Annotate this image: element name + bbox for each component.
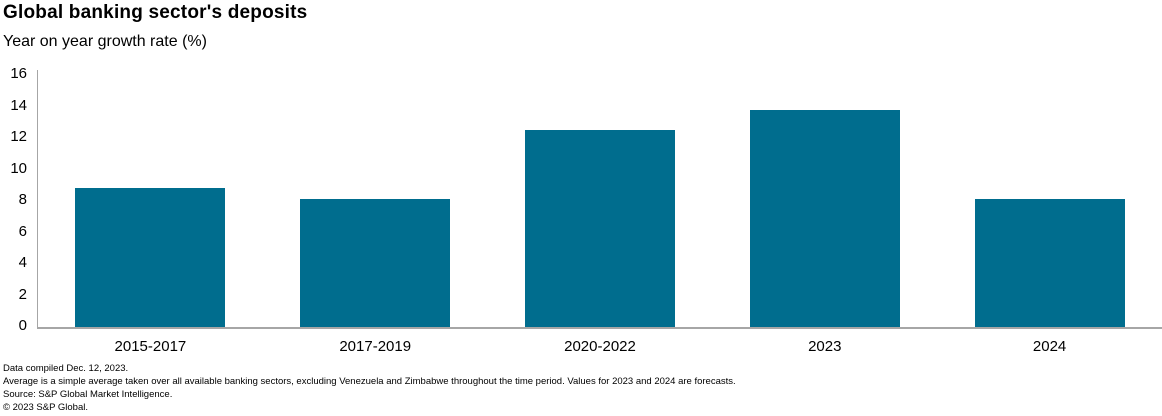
x-axis-line — [37, 327, 1162, 329]
bar-2023 — [749, 110, 900, 327]
y-tick-label: 0 — [18, 317, 27, 334]
y-tick-label: 16 — [10, 65, 27, 82]
chart-title: Global banking sector's deposits — [3, 2, 308, 23]
chart-subtitle: Year on year growth rate (%) — [3, 33, 207, 50]
y-tick-label: 6 — [18, 222, 27, 240]
y-tick-label: 14 — [10, 96, 27, 114]
x-category-label: 2015-2017 — [114, 338, 187, 355]
bar-2015-2017 — [75, 188, 226, 327]
bar-2017-2019 — [300, 199, 451, 327]
y-tick-label: 10 — [10, 159, 27, 177]
y-tick-label: 12 — [10, 128, 27, 145]
x-category-label: 2020-2022 — [564, 338, 636, 355]
x-category-label: 2023 — [808, 338, 842, 355]
y-tick-label: 8 — [18, 191, 27, 208]
x-category-label: 2017-2019 — [339, 338, 412, 355]
footnote-line: Source: S&P Global Market Intelligence. — [3, 389, 173, 400]
footnotes: Data compiled Dec. 12, 2023. Average is a… — [3, 362, 736, 414]
y-tick-label: 2 — [18, 285, 27, 303]
x-category-label: 2024 — [1032, 338, 1067, 355]
footnote-line: Data compiled Dec. 12, 2023. — [3, 363, 129, 374]
bar-2024 — [974, 199, 1125, 327]
footnote-line: © 2023 S&P Global. — [3, 402, 88, 413]
y-axis-line — [37, 70, 38, 328]
y-tick-label: 4 — [18, 254, 27, 271]
footnote-line: Average is a simple average taken over a… — [3, 376, 736, 387]
bar-2020-2022 — [525, 130, 675, 327]
